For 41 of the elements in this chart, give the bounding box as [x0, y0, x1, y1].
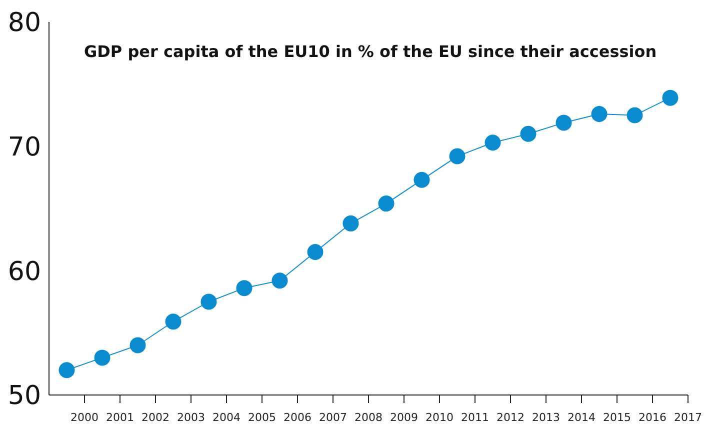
point: [236, 280, 252, 296]
x-tick-label: 2009: [390, 410, 418, 424]
x-tick-label: 2004: [212, 410, 240, 424]
x-tick-label: 2012: [496, 410, 524, 424]
point: [414, 172, 430, 188]
x-tick-label: 2011: [461, 410, 489, 424]
point: [662, 90, 678, 106]
x-tick-label: 2007: [319, 410, 347, 424]
point: [130, 337, 146, 354]
point: [200, 294, 217, 310]
point: [342, 215, 359, 232]
y-tick-label: 80: [8, 8, 41, 38]
x-tick-label: 2002: [142, 410, 170, 424]
point: [307, 244, 324, 260]
x-tick-label: 2010: [426, 410, 454, 424]
x-tick-label: 2003: [177, 410, 205, 424]
y-tick-label: 50: [8, 381, 41, 412]
y-tick-label: 70: [8, 132, 41, 163]
x-tick-label: 2000: [70, 410, 98, 424]
point: [484, 134, 501, 151]
point: [378, 196, 394, 212]
point: [94, 350, 110, 366]
x-tick-label: 2005: [248, 410, 276, 424]
point: [272, 272, 288, 289]
point: [520, 126, 536, 142]
point: [449, 148, 466, 164]
x-tick-label: 2006: [284, 410, 312, 424]
x-tick-label: 2001: [106, 410, 134, 424]
point: [556, 114, 572, 131]
point: [58, 362, 75, 378]
y-tick-label: 60: [8, 256, 41, 287]
point: [591, 106, 608, 122]
x-tick-label: 2017: [674, 410, 702, 424]
x-tick-label: 2016: [638, 410, 666, 424]
x-tick-label: 2014: [568, 410, 596, 424]
x-tick-label: 2015: [603, 410, 631, 424]
point: [626, 107, 643, 124]
x-tick-label: 2013: [532, 410, 560, 424]
text: GDP per capita of the EU10 in % of the EU since their accession: [84, 42, 657, 61]
point: [165, 314, 182, 330]
x-tick-label: 2008: [354, 410, 382, 424]
